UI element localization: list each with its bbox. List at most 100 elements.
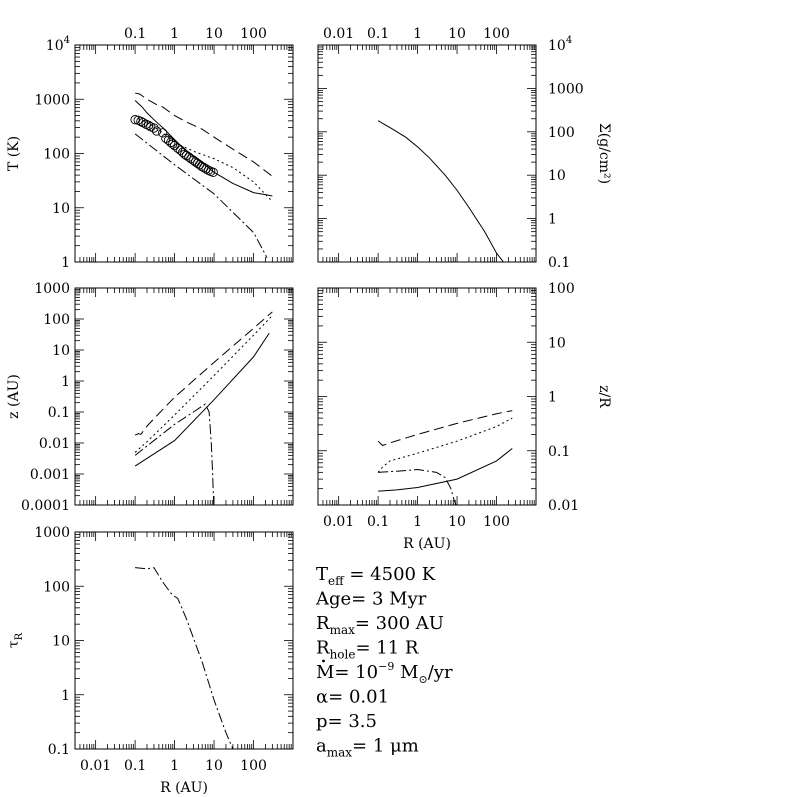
- axis-ticks: [74, 531, 294, 750]
- data-marker: [196, 161, 207, 171]
- data-marker: [169, 140, 180, 151]
- panel-tau: 0.01 0.1 1 10 100 0.1 1 10 100 1000 τR R (AU): [6, 525, 294, 796]
- top-tick-label: 0.1: [124, 26, 146, 42]
- series-group: [134, 311, 273, 505]
- right-tick-label: 100: [548, 125, 575, 141]
- right-tick-label: 1: [548, 212, 557, 228]
- right-tick-label: 0.01: [548, 498, 579, 514]
- bottom-tick-label: 1: [170, 758, 179, 774]
- y-axis-label: z/R: [596, 385, 612, 408]
- panel-Sigma: 0.01 0.1 1 10 100 0.1 1 10 100 1000 104 Σ(g/cm²): [317, 26, 612, 271]
- series-dashed-line: [135, 92, 273, 177]
- top-tick-label: 10: [448, 26, 466, 42]
- parameter-line: M= 10−9 M⊙/yr: [316, 660, 453, 686]
- data-marker: [130, 115, 140, 125]
- series-dashdot-line: [135, 567, 234, 749]
- series-solid-line: [378, 448, 513, 492]
- right-tick-label: 0.1: [548, 255, 570, 271]
- data-marker: [184, 152, 194, 162]
- data-marker: [143, 120, 154, 131]
- data-marker: [136, 116, 146, 127]
- left-tick-label: 0.0001: [21, 498, 70, 514]
- left-tick-label: 0.01: [39, 436, 70, 452]
- bottom-tick-label: 10: [205, 758, 223, 774]
- parameter-line: amax= 1 μm: [316, 736, 419, 760]
- plot-frame: [74, 531, 294, 750]
- series-dashdot-line: [134, 403, 215, 505]
- series-dotted-line: [377, 417, 513, 473]
- axis-ticks: [317, 287, 537, 506]
- series-dotted-line: [134, 315, 273, 453]
- series-dashdot-line: [134, 133, 268, 258]
- right-tick-label: 10: [548, 168, 566, 184]
- series-group: [377, 410, 513, 505]
- parameter-line: Rhole= 11 R: [316, 638, 419, 662]
- axis-ticks: [317, 44, 537, 263]
- top-tick-label: 100: [240, 26, 267, 42]
- top-tick-label: 0.01: [323, 26, 354, 42]
- series-group: [130, 92, 273, 258]
- parameter-line: Age= 3 Myr: [315, 589, 427, 610]
- bottom-tick-label: 0.1: [367, 514, 389, 530]
- right-tick-label: 10: [548, 335, 566, 351]
- axis-ticks: [74, 287, 294, 506]
- bottom-tick-label: 1: [413, 514, 422, 530]
- right-tick-label: 1000: [548, 81, 584, 97]
- left-tick-label: 10: [52, 634, 70, 650]
- bottom-tick-label: 100: [483, 514, 510, 530]
- data-marker: [203, 165, 214, 175]
- right-tick-label: 0.1: [548, 444, 570, 460]
- series-group: [135, 567, 234, 749]
- parameter-line: α= 0.01: [316, 687, 389, 708]
- data-marker: [208, 167, 218, 177]
- plot-frame: [317, 287, 537, 506]
- bottom-tick-label: 10: [448, 514, 466, 530]
- top-tick-label: 1: [413, 26, 422, 42]
- axis-ticks: [74, 44, 294, 263]
- series-dashed-line: [134, 311, 273, 436]
- y-axis-label: T (K): [6, 136, 22, 171]
- series-dashdot-line: [378, 469, 457, 505]
- plot-frame: [317, 44, 537, 263]
- left-tick-label: 104: [46, 35, 70, 54]
- parameter-line: Rmax= 300 AU: [316, 613, 444, 637]
- left-tick-label: 1000: [34, 525, 70, 541]
- bottom-tick-label: 0.01: [80, 758, 111, 774]
- left-tick-label: 1000: [34, 92, 70, 108]
- top-tick-label: 1: [170, 26, 179, 42]
- data-marker: [158, 128, 168, 138]
- right-tick-label: 100: [548, 281, 575, 297]
- series-group: [377, 120, 504, 262]
- panel-z: 0.0001 0.001 0.01 0.1 1 10 100 1000 z (AU): [6, 281, 294, 514]
- data-marker: [186, 154, 196, 164]
- left-tick-label: 1000: [34, 281, 70, 297]
- data-marker: [151, 126, 162, 136]
- series-dotted-line: [138, 118, 273, 202]
- parameter-line: p= 3.5: [316, 711, 377, 732]
- data-marker: [149, 123, 159, 133]
- series-solid-line: [134, 100, 273, 197]
- left-tick-label: 0.001: [30, 467, 70, 483]
- x-axis-label: R (AU): [160, 780, 208, 796]
- parameter-line: Teff = 4500 K: [316, 564, 436, 588]
- x-axis-label: R (AU): [403, 536, 451, 552]
- top-tick-label: 100: [483, 26, 510, 42]
- top-tick-label: 10: [205, 26, 223, 42]
- left-tick-label: 100: [43, 147, 70, 163]
- right-tick-label: 1: [548, 390, 557, 406]
- left-tick-label: 1: [61, 688, 70, 704]
- left-tick-label: 1: [61, 374, 70, 390]
- right-tick-label: 104: [548, 35, 572, 54]
- series-solid-line: [377, 120, 504, 262]
- series-dashed-line: [377, 410, 513, 447]
- series-solid-line: [134, 332, 270, 467]
- data-marker: [138, 118, 148, 128]
- panel-T: 0.1 1 10 100 1 10 100 1000 104 T (K): [6, 26, 294, 271]
- bottom-tick-label: 100: [240, 758, 267, 774]
- y-axis-label: z (AU): [6, 374, 22, 419]
- left-tick-label: 0.1: [48, 405, 70, 421]
- panel-zR: 0.01 0.1 1 10 100 0.01 0.1 1 10 100 z/R R (AU): [317, 281, 612, 552]
